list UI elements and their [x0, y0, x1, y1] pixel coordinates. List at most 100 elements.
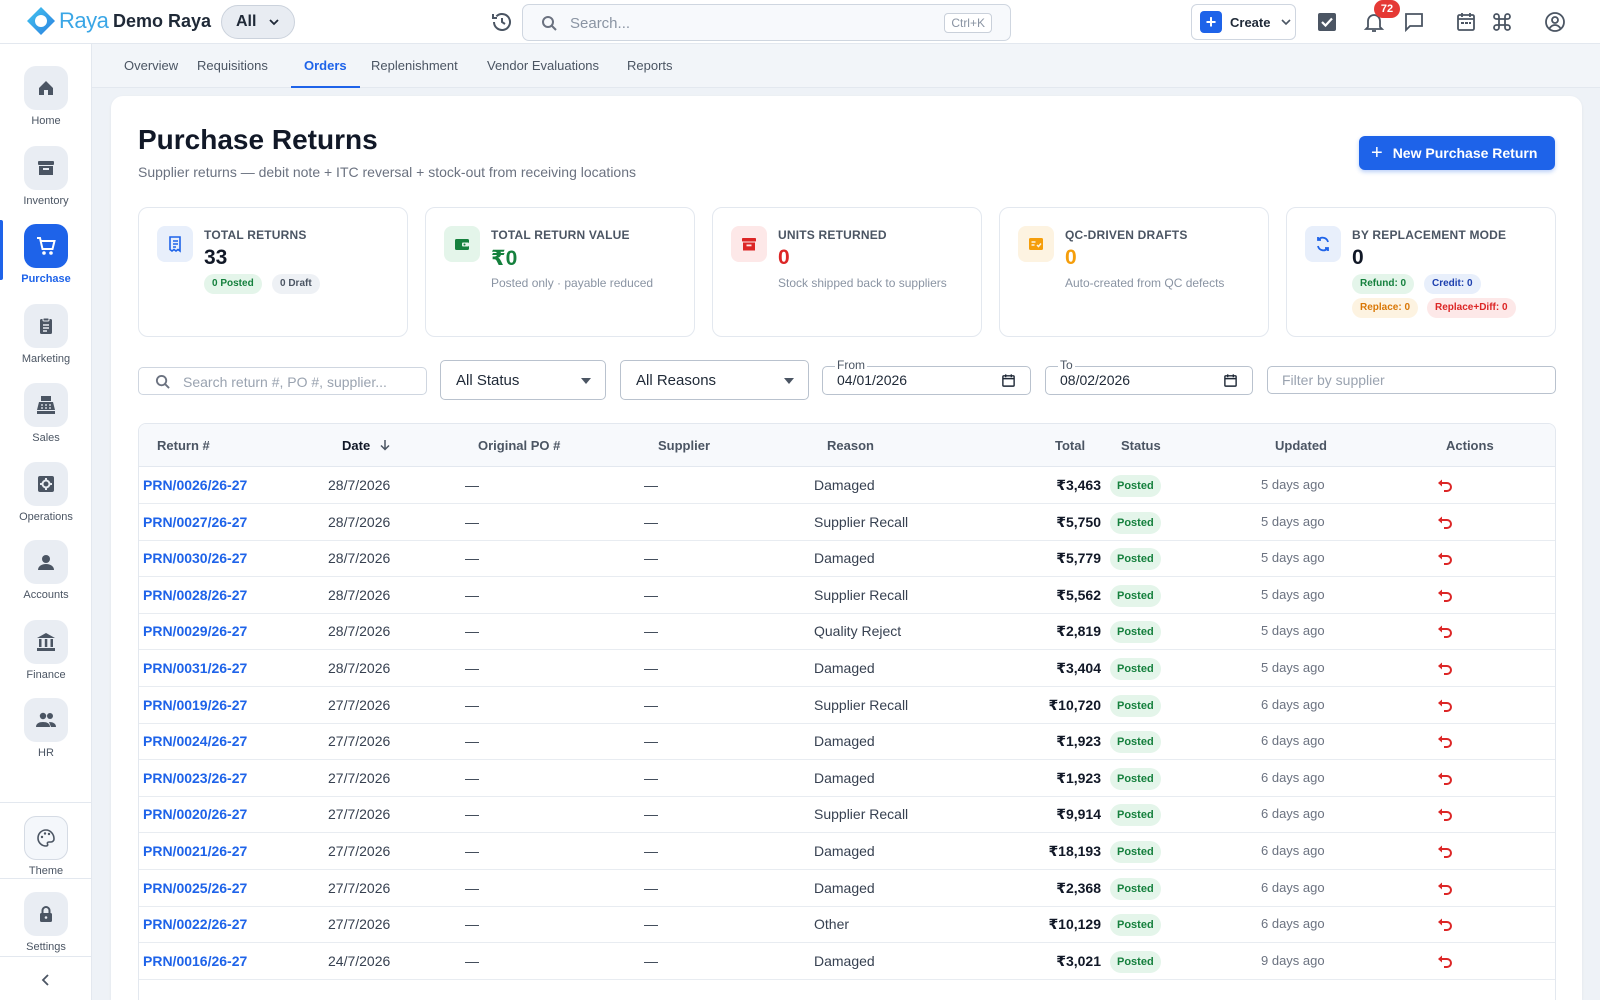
return-number-link[interactable]: PRN/0027/26-27	[143, 513, 248, 530]
create-button[interactable]: + Create	[1191, 4, 1296, 40]
undo-return-icon[interactable]	[1436, 514, 1454, 532]
table-row[interactable]: PRN/0021/26-27 27/7/2026 — — Damaged ₹18,193 6…	[139, 833, 1555, 870]
return-number-link[interactable]: PRN/0021/26-27	[143, 843, 248, 859]
column-header-date[interactable]: Date	[342, 438, 391, 453]
table-row[interactable]: PRN/0026/26-27 28/7/2026 — — Damaged ₹3,463 5 …	[139, 467, 1555, 504]
sidebar-item-operations[interactable]: Operations	[0, 456, 92, 534]
return-number-link[interactable]: PRN/0020/26-27	[143, 806, 248, 823]
undo-return-icon[interactable]	[1436, 806, 1454, 824]
return-number-link[interactable]: PRN/0029/26-27	[143, 623, 248, 640]
column-header-return-no[interactable]: Return #	[157, 438, 210, 453]
status-filter-select[interactable]: All Status	[440, 360, 606, 400]
column-header-supplier[interactable]: Supplier	[658, 438, 711, 453]
column-header-status[interactable]: Status	[1121, 438, 1161, 453]
undo-return-icon[interactable]	[1436, 843, 1454, 861]
command-icon[interactable]	[1490, 10, 1514, 34]
calendar-icon[interactable]	[1001, 373, 1016, 388]
tab-orders[interactable]: Orders	[291, 44, 360, 88]
updated-time: 6 days ago	[1261, 843, 1325, 858]
table-row[interactable]: PRN/0019/26-27 27/7/2026 — — Supplier Recall…	[139, 687, 1555, 724]
brand-logo[interactable]: Raya	[26, 6, 109, 36]
sidebar-item-accounts[interactable]: Accounts	[0, 534, 92, 612]
sidebar-item-purchase[interactable]: Purchase	[0, 218, 92, 296]
undo-return-icon[interactable]	[1436, 587, 1454, 605]
from-date-field[interactable]: From 04/01/2026	[822, 358, 1031, 395]
undo-return-icon[interactable]	[1436, 623, 1454, 641]
supplier-filter-input[interactable]: Filter by supplier	[1267, 366, 1556, 394]
undo-return-icon[interactable]	[1436, 477, 1454, 495]
new-purchase-return-button[interactable]: + New Purchase Return	[1359, 136, 1555, 170]
undo-return-icon[interactable]	[1436, 697, 1454, 715]
table-row[interactable]: PRN/0028/26-27 28/7/2026 — — Supplier Recall…	[139, 577, 1555, 614]
tab-replenishment[interactable]: Replenishment	[371, 58, 458, 73]
from-date-value: 04/01/2026	[837, 372, 908, 388]
table-row[interactable]: PRN/0029/26-27 28/7/2026 — — Quality Reject ₹…	[139, 613, 1555, 651]
kpi-label: UNITS RETURNED	[778, 228, 887, 242]
return-number-link[interactable]: PRN/0031/26-27	[143, 660, 248, 676]
tab-requisitions[interactable]: Requisitions	[197, 58, 268, 73]
original-po: —	[465, 843, 479, 859]
history-icon[interactable]	[490, 10, 514, 34]
sidebar-item-finance[interactable]: Finance	[0, 614, 92, 692]
calendar-icon[interactable]	[1454, 10, 1478, 34]
table-row[interactable]: PRN/0022/26-27 27/7/2026 — — Other ₹10,129 6 d…	[139, 906, 1555, 944]
sidebar-item-inventory[interactable]: Inventory	[0, 140, 92, 218]
chat-icon[interactable]	[1402, 10, 1426, 34]
column-header-updated[interactable]: Updated	[1275, 438, 1327, 453]
sidebar-item-label: Marketing	[21, 353, 71, 365]
undo-return-icon[interactable]	[1436, 916, 1454, 934]
table-row[interactable]: PRN/0016/26-27 24/7/2026 — — Damaged ₹3,021 9 …	[139, 943, 1555, 980]
return-number-link[interactable]: PRN/0025/26-27	[143, 879, 248, 896]
global-search-input[interactable]: Search... Ctrl+K	[522, 4, 1011, 41]
table-row[interactable]: PRN/0024/26-27 27/7/2026 — — Damaged ₹1,923 6 …	[139, 723, 1555, 761]
tasks-icon[interactable]	[1315, 10, 1339, 34]
scope-selector[interactable]: All	[221, 5, 295, 39]
chevron-down-icon	[1281, 19, 1292, 26]
column-header-original-po[interactable]: Original PO #	[478, 438, 561, 453]
return-number-link[interactable]: PRN/0023/26-27	[143, 769, 248, 786]
undo-return-icon[interactable]	[1436, 953, 1454, 971]
user-account-icon[interactable]	[1543, 10, 1567, 34]
table-row[interactable]: PRN/0027/26-27 28/7/2026 — — Supplier Recall…	[139, 504, 1555, 541]
calendar-icon[interactable]	[1223, 373, 1238, 388]
sidebar-item-settings[interactable]: Settings	[0, 886, 92, 964]
kpi-units-returned: UNITS RETURNED 0 Stock shipped back to s…	[712, 207, 982, 337]
tab-reports[interactable]: Reports	[627, 58, 673, 73]
column-header-actions: Actions	[1446, 438, 1494, 453]
sidebar-item-home[interactable]: Home	[0, 60, 92, 138]
undo-return-icon[interactable]	[1436, 550, 1454, 568]
table-row[interactable]: PRN/0020/26-27 27/7/2026 — — Supplier Recall…	[139, 796, 1555, 834]
return-number-link[interactable]: PRN/0030/26-27	[143, 550, 248, 567]
lock-icon	[24, 892, 68, 936]
reason-filter-select[interactable]: All Reasons	[620, 360, 809, 400]
sync-icon	[1305, 226, 1341, 262]
undo-return-icon[interactable]	[1436, 660, 1454, 678]
table-row[interactable]: PRN/0030/26-27 28/7/2026 — — Damaged ₹5,779 5 …	[139, 540, 1555, 578]
clipboard-icon	[24, 304, 68, 348]
sidebar-item-hr[interactable]: HR	[0, 692, 92, 770]
sidebar-item-theme[interactable]: Theme	[0, 810, 92, 888]
new-purchase-return-label: New Purchase Return	[1392, 145, 1538, 161]
to-date-field[interactable]: To 08/02/2026	[1045, 358, 1253, 395]
tab-vendor-evaluations[interactable]: Vendor Evaluations	[487, 58, 600, 73]
tab-overview[interactable]: Overview	[124, 58, 179, 73]
return-number-link[interactable]: PRN/0028/26-27	[143, 586, 248, 603]
column-header-total[interactable]: Total	[1055, 438, 1086, 453]
returns-search-input[interactable]: Search return #, PO #, supplier...	[138, 367, 427, 395]
table-row[interactable]: PRN/0023/26-27 27/7/2026 — — Damaged ₹1,923 6 …	[139, 760, 1555, 797]
undo-return-icon[interactable]	[1436, 733, 1454, 751]
column-header-reason[interactable]: Reason	[827, 438, 874, 453]
create-label: Create	[1230, 14, 1271, 30]
return-number-link[interactable]: PRN/0022/26-27	[143, 916, 248, 933]
return-number-link[interactable]: PRN/0026/26-27	[143, 477, 248, 493]
table-row[interactable]: PRN/0031/26-27 28/7/2026 — — Damaged ₹3,404 5 …	[139, 650, 1555, 687]
return-number-link[interactable]: PRN/0016/26-27	[143, 952, 248, 969]
sidebar-item-sales[interactable]: Sales	[0, 377, 92, 455]
undo-return-icon[interactable]	[1436, 770, 1454, 788]
sidebar-item-marketing[interactable]: Marketing	[0, 298, 92, 376]
return-number-link[interactable]: PRN/0019/26-27	[143, 696, 248, 713]
undo-return-icon[interactable]	[1436, 880, 1454, 898]
table-row[interactable]: PRN/0025/26-27 27/7/2026 — — Damaged ₹2,368 6 …	[139, 870, 1555, 907]
collapse-sidebar-icon[interactable]	[36, 970, 56, 990]
return-number-link[interactable]: PRN/0024/26-27	[143, 733, 248, 750]
